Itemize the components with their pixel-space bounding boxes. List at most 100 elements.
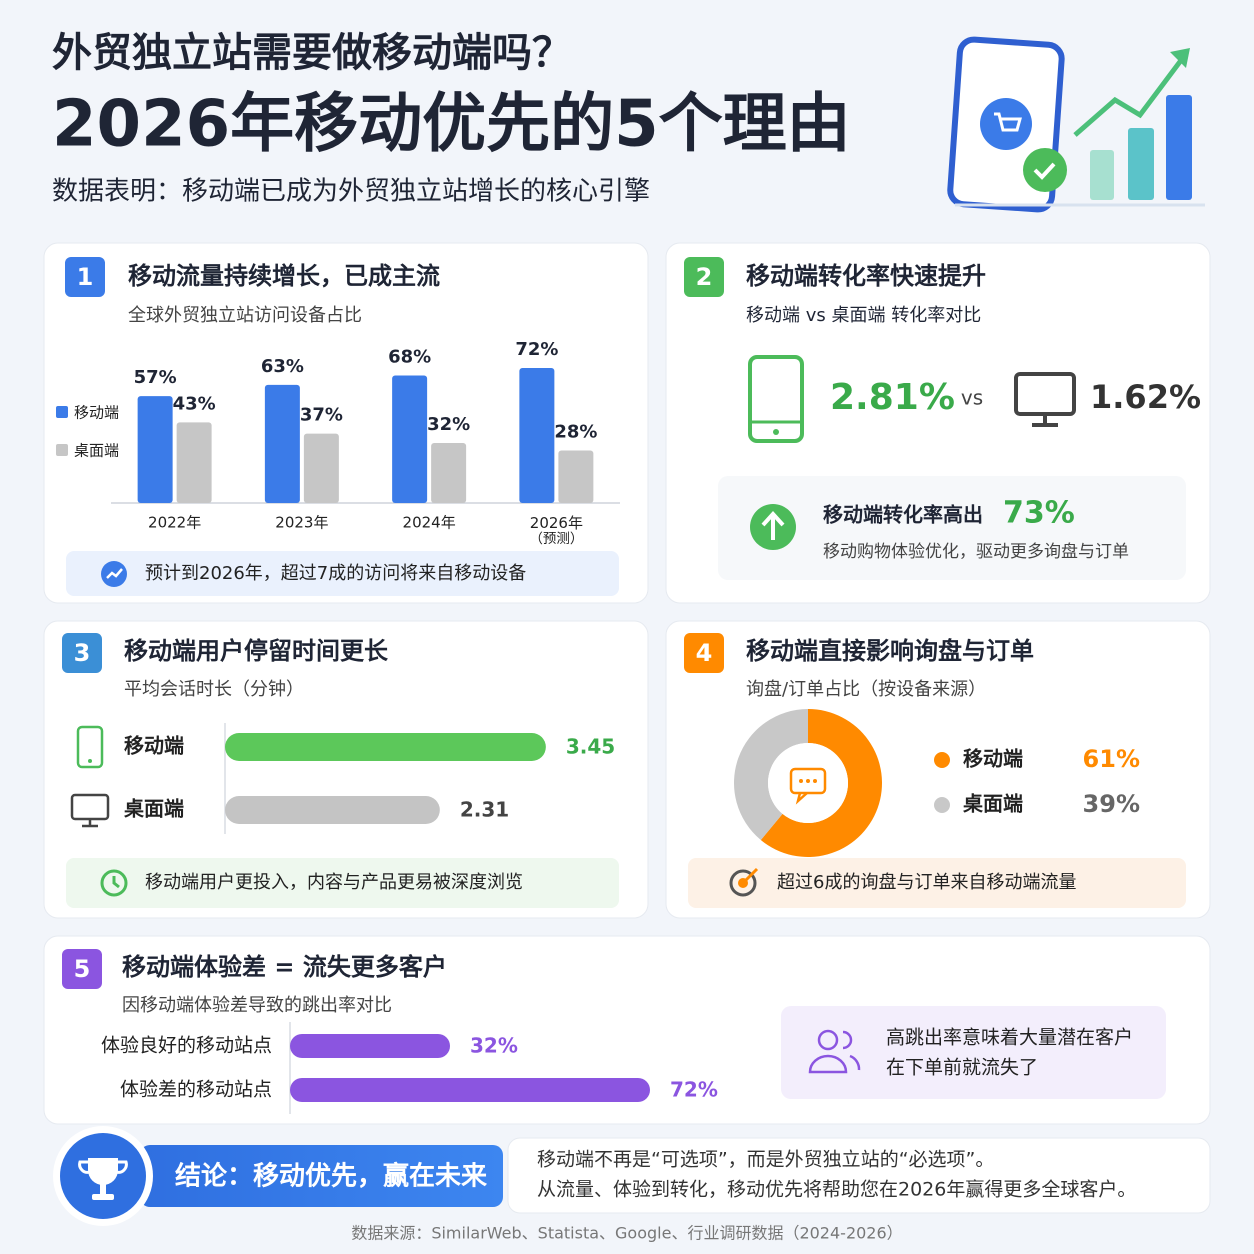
note-box	[66, 551, 619, 596]
header-illustration	[947, 36, 1205, 213]
side-note: 在下单前就流失了	[886, 1057, 1038, 1079]
bar	[431, 443, 467, 503]
card-subtitle: 全球外贸独立站访问设备占比	[128, 305, 362, 326]
card-subtitle: 平均会话时长（分钟）	[124, 679, 304, 700]
badge	[684, 633, 724, 673]
conclusion-pill	[140, 1145, 503, 1207]
icon	[82, 819, 98, 828]
category-label: 桌面端	[124, 797, 184, 821]
conclusion-line: 移动端不再是“可选项”，而是外贸独立站的“必选项”。	[537, 1149, 994, 1171]
card-subtitle: 询盘/订单占比（按设备来源）	[746, 679, 986, 700]
value-label: 37%	[300, 405, 343, 426]
icon	[88, 759, 92, 763]
card-title: 移动流量持续增长，已成主流	[128, 262, 440, 290]
category-label: 体验差的移动站点	[120, 1079, 272, 1101]
legend-dot	[934, 752, 950, 768]
value-label: 32%	[470, 1034, 518, 1058]
chat-icon	[813, 779, 817, 783]
category-label: 移动端	[124, 734, 184, 758]
users-icon	[842, 1030, 861, 1071]
value-label: 61%	[1083, 745, 1140, 773]
desktop-rate: 1.62%	[1090, 378, 1201, 416]
legend-swatch	[56, 406, 68, 418]
value-label: 2.31	[460, 798, 509, 822]
card-title: 移动端体验差 = 流失更多客户	[122, 953, 447, 981]
card-subtitle: 移动端 vs 桌面端 转化率对比	[746, 305, 981, 326]
card-1	[43, 242, 649, 604]
title-line1: 外贸独立站需要做移动端吗？	[52, 30, 572, 76]
note-text: 超过6成的询盘与订单来自移动端流量	[777, 872, 1076, 893]
users-icon	[808, 1054, 848, 1074]
note-text: 预计到2026年，超过7成的访问将来自移动设备	[145, 563, 526, 584]
users-icon	[817, 1029, 839, 1051]
note-text: 移动端用户更投入，内容与产品更易被深度浏览	[145, 872, 523, 893]
x-tick-label: 2024年	[403, 514, 456, 532]
phone-icon	[748, 355, 804, 443]
vs: vs	[961, 386, 983, 410]
bar	[176, 422, 212, 503]
note-box	[688, 858, 1186, 908]
card-title: 移动端用户停留时间更长	[124, 637, 389, 665]
badge	[684, 257, 724, 297]
value-label: 68%	[388, 347, 431, 368]
badge-number: 2	[696, 263, 713, 291]
note-icon	[100, 869, 128, 897]
legend-label: 移动端	[963, 747, 1023, 771]
chat-icon	[795, 792, 808, 805]
note-icon	[729, 869, 757, 897]
trophy-icon	[53, 1126, 153, 1226]
badge-number: 1	[77, 263, 94, 291]
note-icon	[112, 876, 120, 889]
bar	[137, 396, 173, 503]
pie-slice	[760, 709, 883, 857]
badge-number: 3	[74, 639, 91, 667]
legend-dot	[934, 797, 950, 813]
highlight-note: 移动购物体验优化，驱动更多询盘与订单	[823, 542, 1129, 562]
bar	[290, 1034, 450, 1058]
subtitle: 数据表明：移动端已成为外贸独立站增长的核心引擎	[52, 177, 650, 207]
bar	[225, 796, 440, 824]
bar	[558, 450, 594, 503]
legend-swatch	[56, 444, 68, 456]
bar	[392, 375, 428, 503]
conclusion-label: 结论：移动优先，赢在未来	[175, 1161, 488, 1192]
note-icon	[741, 867, 759, 885]
x-tick-label: 2022年	[148, 514, 201, 532]
title-line2: 2026年移动优先的5个理由	[52, 88, 851, 162]
source: 数据来源：SimilarWeb、Statista、Google、行业调研数据（2…	[351, 1224, 902, 1243]
value-label: 32%	[427, 414, 470, 435]
value-label: 72%	[515, 339, 558, 360]
card-3	[43, 620, 649, 919]
card-title: 移动端直接影响询盘与订单	[746, 637, 1034, 665]
chat-icon	[789, 767, 827, 795]
value-label: 43%	[173, 393, 216, 414]
mobile-rate: 2.81%	[830, 377, 955, 418]
badge	[62, 633, 102, 673]
value-label: 28%	[554, 422, 597, 443]
bar	[264, 384, 300, 503]
value-label: 39%	[1083, 790, 1140, 818]
card-subtitle: 因移动端体验差导致的跳出率对比	[122, 995, 392, 1016]
conclusion-line: 从流量、体验到转化，移动优先将帮助您在2026年赢得更多全球客户。	[537, 1179, 1136, 1201]
badge-number: 4	[696, 639, 713, 667]
conclusion-box	[507, 1137, 1211, 1214]
badge-number: 5	[74, 955, 91, 983]
bar	[290, 1078, 650, 1102]
x-tick-label: 2026年（预测）	[529, 514, 583, 548]
chat-icon	[806, 779, 810, 783]
badge	[62, 949, 102, 989]
side-box	[781, 1006, 1166, 1099]
bar	[225, 733, 546, 761]
bar	[303, 433, 339, 503]
note-icon	[106, 568, 123, 579]
legend-label: 桌面端	[74, 442, 119, 460]
note-box	[66, 858, 619, 908]
badge	[65, 257, 105, 297]
chat-icon	[799, 779, 803, 783]
highlight-box	[718, 476, 1186, 580]
side-note: 高跳出率意味着大量潜在客户	[886, 1027, 1133, 1049]
up-icon	[750, 504, 796, 550]
card-title: 移动端转化率快速提升	[746, 262, 986, 290]
value-label: 63%	[261, 356, 304, 377]
